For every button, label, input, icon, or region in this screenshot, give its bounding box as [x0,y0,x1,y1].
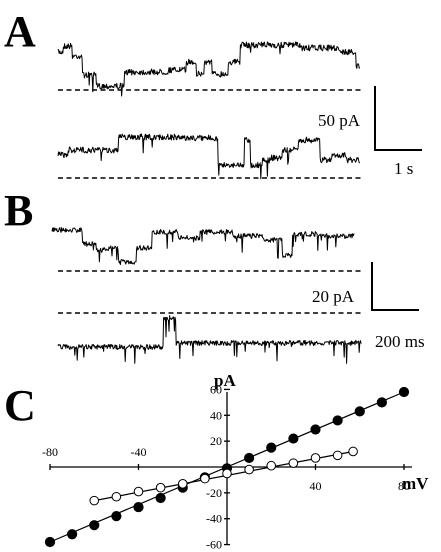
filled-data-point [67,529,78,540]
open-data-point [244,464,254,475]
panel-letter-c: C [4,381,36,430]
y-axis-title: pA [214,371,236,390]
y-tick-label: -40 [206,512,222,526]
scale-time-b: 200 ms [375,332,425,351]
open-data-point [332,450,343,461]
y-tick-label: 60 [210,382,222,396]
filled-data-point [354,406,365,417]
filled-data-point [44,536,56,548]
open-data-point [89,495,100,506]
open-data-point [266,460,277,471]
filled-data-point [155,492,166,504]
filled-data-point [266,442,277,453]
filled-data-point [332,415,343,426]
panel-letter-b: B [4,186,33,235]
filled-data-point [244,452,255,464]
open-data-point [200,473,210,484]
open-data-point [177,479,188,489]
panel-letter-a: A [4,7,36,56]
open-data-point [310,453,321,463]
x-axis-title: mV [402,474,429,493]
open-data-point [288,458,299,468]
filled-data-point [288,433,299,444]
panel-c-iv-plot: pA mV -80 -40 40 80 60 40 20 -20 -40 -60 [42,371,429,552]
open-data-point [155,482,166,493]
filled-data-point [310,424,321,435]
filled-data-point [111,511,122,522]
x-tick-label: -80 [42,445,58,459]
scale-bar-b [371,262,419,311]
scale-current-b: 20 pA [312,287,355,306]
scale-time-a: 1 s [394,159,413,178]
scale-bar-a [374,86,422,151]
panel-a: 50 pA 1 s [57,41,422,180]
open-data-point [222,468,232,479]
trace-b2 [57,315,362,364]
y-tick-label: 20 [210,434,222,448]
x-tick-label: -40 [131,445,147,459]
trace-b1 [51,227,355,265]
filled-data-point [89,520,100,531]
y-tick-label: -60 [206,538,222,552]
open-data-point [133,486,144,497]
y-tick-label: -20 [206,486,222,500]
filled-data-point [376,397,387,408]
scale-current-a: 50 pA [318,111,361,130]
filled-data-point [133,501,144,513]
trace-a2 [57,133,361,180]
panel-b: 20 pA 200 ms [51,227,425,364]
trace-a1 [57,41,361,97]
x-tick-label: 40 [310,479,322,493]
x-tick-label: 80 [398,479,410,493]
y-tick-label: 40 [210,408,222,422]
open-data-point [348,446,358,457]
filled-data-point [398,386,410,398]
open-data-point [111,491,122,502]
